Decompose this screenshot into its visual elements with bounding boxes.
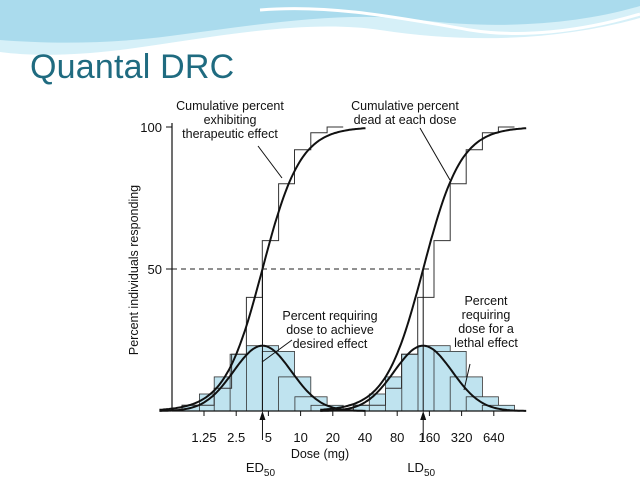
x-tick-label: 640 bbox=[483, 430, 505, 445]
ed50-arrow-head bbox=[259, 411, 266, 420]
annotation-line: dead at each dose bbox=[354, 113, 457, 127]
therapeutic-cumulative-step bbox=[181, 126, 344, 411]
annotation-leader-line bbox=[257, 145, 283, 179]
ld50-arrow-head bbox=[420, 411, 427, 420]
y-axis-title: Percent individuals responding bbox=[127, 185, 141, 355]
lethal-cumulative-step bbox=[352, 126, 515, 411]
slide-header-decoration bbox=[0, 0, 640, 55]
ed50-label: ED50 bbox=[246, 460, 276, 479]
tick-labels: 1.25 2.5 5 10 20 40 80 160 320 640 100 50 bbox=[140, 120, 504, 445]
annotation-line: therapeutic effect bbox=[182, 127, 278, 141]
x-tick-label: 2.5 bbox=[227, 430, 245, 445]
annotation-line: Percent requiring bbox=[282, 309, 377, 323]
x-tick-label: 1.25 bbox=[191, 430, 216, 445]
annotation-leader-line bbox=[261, 339, 293, 363]
cumulative-steps bbox=[181, 126, 515, 411]
x-tick-label: 20 bbox=[326, 430, 340, 445]
annotation-line: Cumulative percent bbox=[176, 99, 284, 113]
annotation-leader-line bbox=[463, 363, 471, 391]
x-tick-label: 40 bbox=[358, 430, 372, 445]
y-tick-label: 50 bbox=[148, 262, 162, 277]
annotation-line: exhibiting bbox=[204, 113, 257, 127]
x-tick-label: 5 bbox=[265, 430, 272, 445]
annotations: Cumulative percentexhibitingtherapeutic … bbox=[176, 99, 518, 351]
annotation-leaders bbox=[257, 127, 471, 391]
header-wave-mid bbox=[0, 0, 640, 43]
x-tick-label: 320 bbox=[451, 430, 473, 445]
annotation-line: Percent bbox=[464, 294, 508, 308]
header-wave-white-stroke bbox=[259, 7, 640, 35]
fitted-curves bbox=[159, 127, 527, 412]
ld50-label: LD50 bbox=[407, 460, 435, 479]
x-tick-label: 10 bbox=[293, 430, 307, 445]
annotation-leader-line bbox=[419, 127, 451, 181]
annotation-line: lethal effect bbox=[454, 336, 518, 350]
annotation-line: Cumulative percent bbox=[351, 99, 459, 113]
slide-title: Quantal DRC bbox=[30, 48, 235, 86]
x-tick-label: 160 bbox=[419, 430, 441, 445]
threshold-markers: ED50 LD50 bbox=[246, 269, 436, 479]
annotation-line: desired effect bbox=[293, 337, 368, 351]
y-tick-label: 100 bbox=[140, 120, 162, 135]
x-tick-label: 80 bbox=[390, 430, 404, 445]
axes bbox=[166, 123, 520, 412]
annotation-line: requiring bbox=[462, 308, 511, 322]
x-axis-title: Dose (mg) bbox=[291, 447, 349, 461]
annotation-line: dose for a bbox=[458, 322, 514, 336]
annotation-line: dose to achieve bbox=[286, 323, 374, 337]
